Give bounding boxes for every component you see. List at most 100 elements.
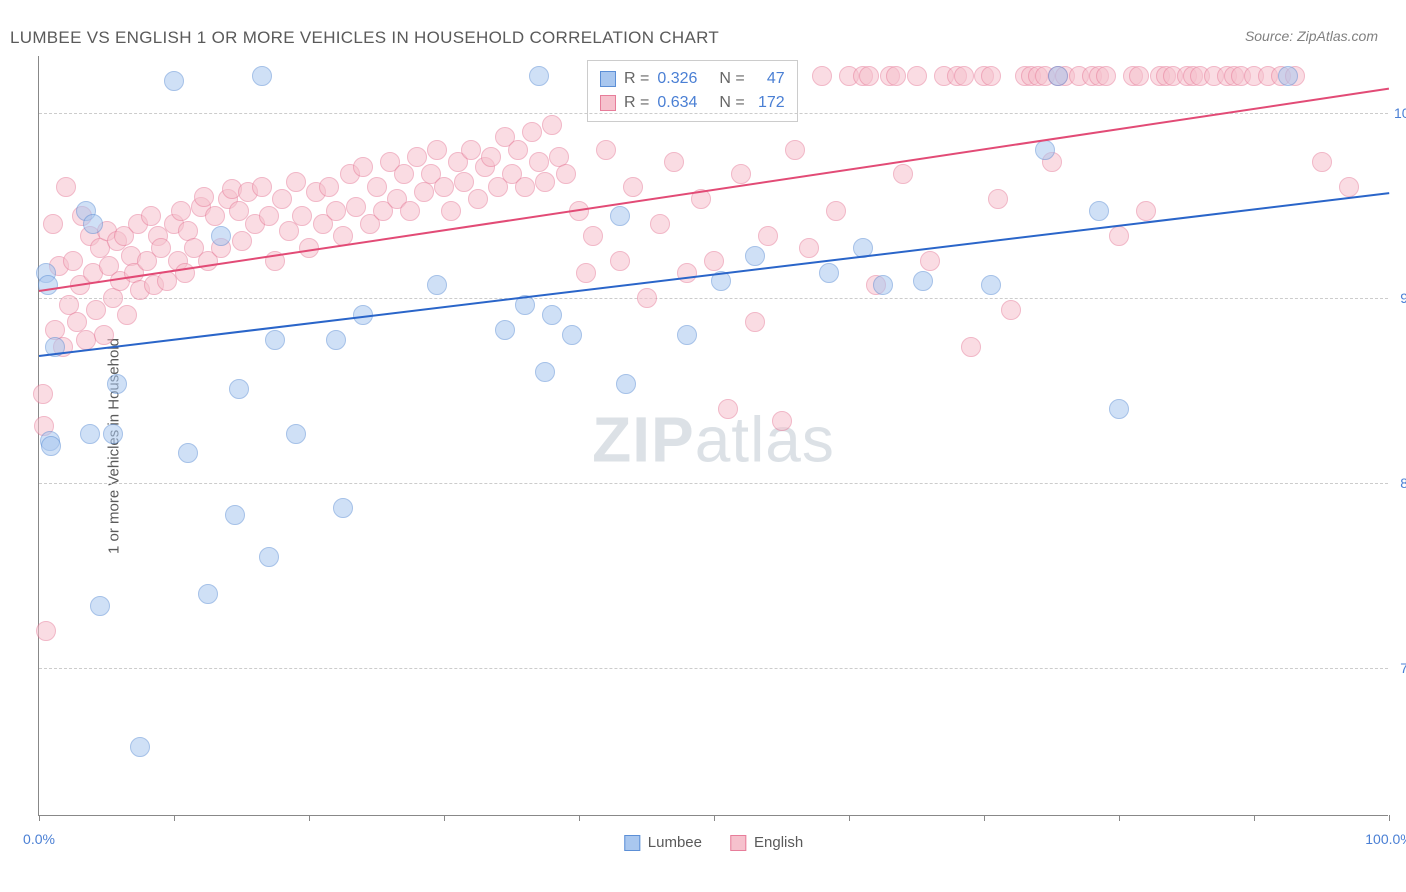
data-point — [333, 498, 353, 518]
data-point — [637, 288, 657, 308]
data-point — [610, 206, 630, 226]
watermark-bold: ZIP — [592, 403, 695, 475]
data-point — [1129, 66, 1149, 86]
data-point — [259, 206, 279, 226]
data-point — [562, 325, 582, 345]
ytick-label: 85.0% — [1394, 475, 1406, 491]
data-point — [265, 330, 285, 350]
data-point — [1278, 66, 1298, 86]
data-point — [252, 177, 272, 197]
data-point — [80, 424, 100, 444]
data-point — [758, 226, 778, 246]
data-point — [178, 443, 198, 463]
data-point — [38, 275, 58, 295]
watermark: ZIPatlas — [592, 402, 835, 476]
xtick — [849, 815, 850, 821]
data-point — [394, 164, 414, 184]
data-point — [434, 177, 454, 197]
data-point — [913, 271, 933, 291]
data-point — [232, 231, 252, 251]
data-point — [988, 189, 1008, 209]
data-point — [103, 424, 123, 444]
data-point — [556, 164, 576, 184]
data-point — [107, 374, 127, 394]
data-point — [981, 66, 1001, 86]
data-point — [522, 122, 542, 142]
data-point — [151, 238, 171, 258]
data-point — [286, 172, 306, 192]
data-point — [194, 187, 214, 207]
data-point — [873, 275, 893, 295]
data-point — [427, 275, 447, 295]
legend-r-value: 0.326 — [657, 67, 711, 91]
xtick — [174, 815, 175, 821]
data-point — [623, 177, 643, 197]
legend-r-value: 0.634 — [657, 91, 711, 115]
legend-n-value: 47 — [753, 67, 785, 91]
data-point — [819, 263, 839, 283]
data-point — [495, 320, 515, 340]
legend-swatch — [624, 835, 640, 851]
data-point — [616, 374, 636, 394]
xtick — [1119, 815, 1120, 821]
data-point — [141, 206, 161, 226]
xtick — [39, 815, 40, 821]
ytick-label: 92.5% — [1394, 290, 1406, 306]
xtick — [1389, 815, 1390, 821]
xtick — [444, 815, 445, 821]
data-point — [1048, 66, 1068, 86]
data-point — [326, 330, 346, 350]
data-point — [407, 147, 427, 167]
chart-container: LUMBEE VS ENGLISH 1 OR MORE VEHICLES IN … — [0, 0, 1406, 892]
data-point — [367, 177, 387, 197]
xtick — [309, 815, 310, 821]
data-point — [907, 66, 927, 86]
xtick — [984, 815, 985, 821]
legend-n-label: N = — [719, 67, 744, 91]
xtick-label: 100.0% — [1365, 831, 1406, 847]
data-point — [1109, 226, 1129, 246]
data-point — [319, 177, 339, 197]
data-point — [1109, 399, 1129, 419]
data-point — [1312, 152, 1332, 172]
data-point — [677, 325, 697, 345]
xtick — [1254, 815, 1255, 821]
data-point — [41, 436, 61, 456]
legend-n-value: 172 — [753, 91, 785, 115]
data-point — [252, 66, 272, 86]
data-point — [859, 66, 879, 86]
data-point — [130, 737, 150, 757]
xtick-label: 0.0% — [23, 831, 55, 847]
data-point — [799, 238, 819, 258]
ytick-label: 100.0% — [1394, 105, 1406, 121]
data-point — [745, 312, 765, 332]
data-point — [90, 596, 110, 616]
data-point — [1001, 300, 1021, 320]
data-point — [56, 177, 76, 197]
data-point — [1136, 201, 1156, 221]
data-point — [481, 147, 501, 167]
data-point — [745, 246, 765, 266]
plot-area: ZIPatlas R =0.326N =47R =0.634N =172 Lum… — [38, 56, 1388, 816]
data-point — [117, 305, 137, 325]
data-point — [718, 399, 738, 419]
source-label: Source: ZipAtlas.com — [1245, 28, 1378, 44]
data-point — [677, 263, 697, 283]
legend-item: English — [730, 834, 803, 851]
data-point — [454, 172, 474, 192]
data-point — [1089, 201, 1109, 221]
data-point — [326, 201, 346, 221]
data-point — [211, 226, 231, 246]
data-point — [826, 201, 846, 221]
data-point — [198, 584, 218, 604]
data-point — [529, 152, 549, 172]
data-point — [529, 66, 549, 86]
series-legend: LumbeeEnglish — [624, 834, 803, 851]
data-point — [731, 164, 751, 184]
data-point — [508, 140, 528, 160]
ytick-label: 77.5% — [1394, 660, 1406, 676]
data-point — [610, 251, 630, 271]
data-point — [441, 201, 461, 221]
data-point — [63, 251, 83, 271]
data-point — [427, 140, 447, 160]
